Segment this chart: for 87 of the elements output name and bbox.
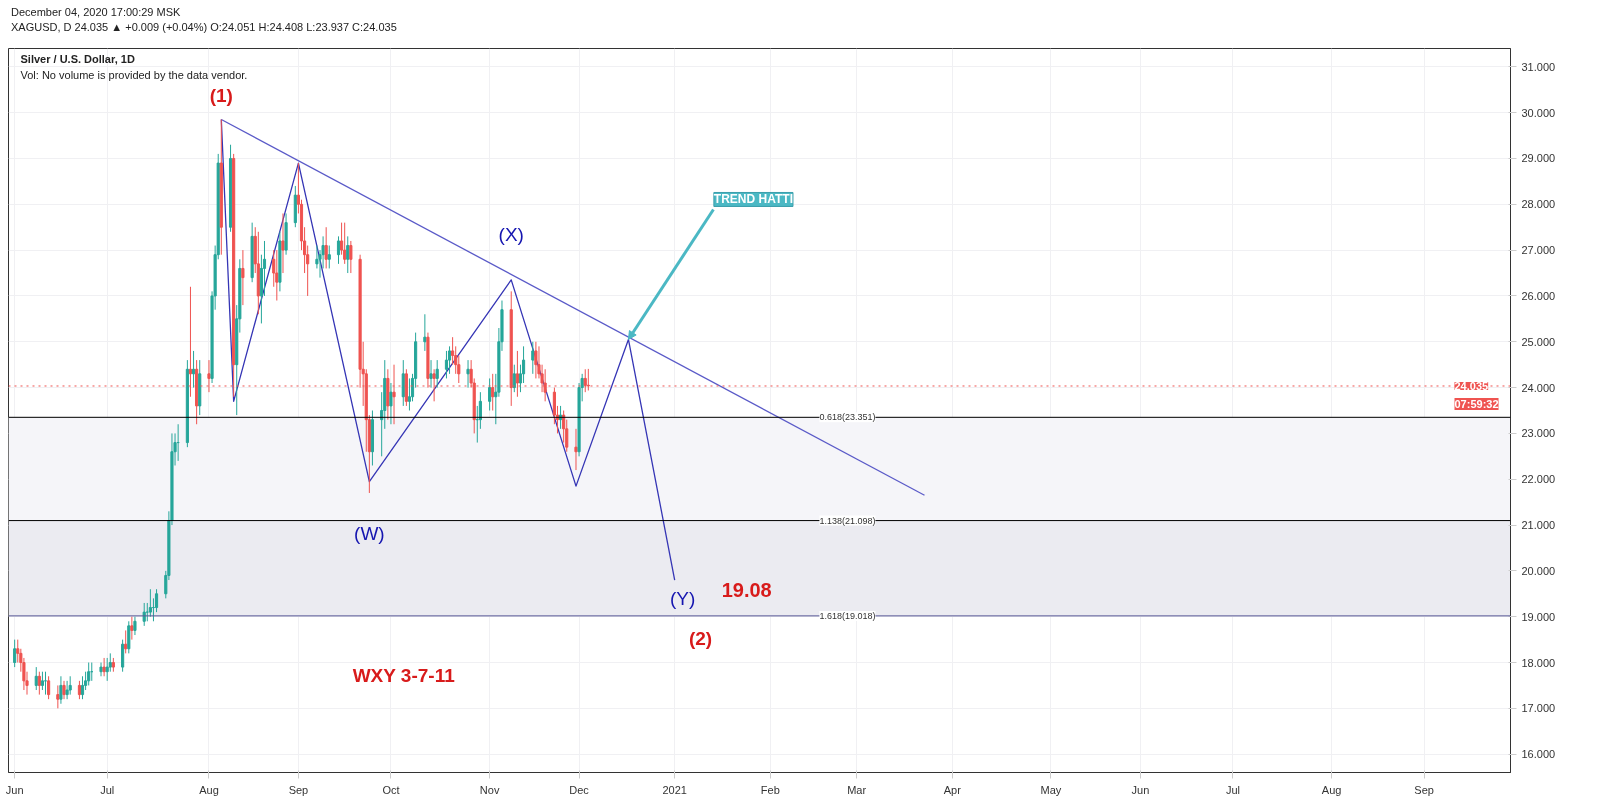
text: Vol: No volume is provided by the data vendor. <box>20 68 248 81</box>
annotation: (2) <box>688 628 713 649</box>
x-tick-label: Mar <box>847 783 867 796</box>
candlestick <box>444 350 449 379</box>
y-tick-label: 24.000 <box>1521 381 1556 394</box>
ref-line-label: 1.618(19.018) <box>819 610 876 621</box>
y-tick-label: 29.000 <box>1521 152 1556 165</box>
ref-line-label: 1.138(21.098) <box>819 515 876 526</box>
candlestick <box>336 235 341 265</box>
annotation: (1) <box>209 85 233 107</box>
x-tick-label: Oct <box>382 783 400 796</box>
candlestick <box>148 588 152 618</box>
candlestick <box>349 240 353 274</box>
annotation: (X) <box>498 224 524 246</box>
candlestick <box>34 666 38 691</box>
x-tick-label: Dec <box>569 783 590 796</box>
x-tick-label: Jul <box>100 783 115 796</box>
text: XAGUSD, D 24.035 ▲ +0.009 (+0.04%) O:24.051 H:24.408 L:23.937 C:24.035 <box>11 21 397 33</box>
candlestick <box>435 359 439 389</box>
annotation: WXY 3-7-11 <box>352 665 456 686</box>
x-tick-label: Nov <box>479 783 500 796</box>
y-tick-label: 19.000 <box>1521 610 1556 623</box>
x-tick-label: Sep <box>1414 783 1434 796</box>
candlestick <box>59 675 63 705</box>
candlestick <box>65 680 69 700</box>
annotation: (Y) <box>670 587 696 609</box>
x-tick-label: Jun <box>1131 783 1150 796</box>
x-tick-label: Aug <box>199 783 219 796</box>
y-tick-label: 27.000 <box>1521 244 1556 257</box>
candlestick <box>43 671 48 696</box>
candlestick <box>275 249 279 302</box>
x-tick-label: Aug <box>1321 783 1342 796</box>
y-tick-label: 31.000 <box>1521 60 1556 73</box>
candlestick <box>121 639 125 673</box>
y-tick-label: 26.000 <box>1521 289 1556 302</box>
text: December 04, 2020 17:00:29 MSK <box>11 6 181 18</box>
annotation: TREND HATTI <box>713 192 793 207</box>
candlestick <box>241 249 245 306</box>
candlestick <box>488 377 492 411</box>
y-tick-label: 20.000 <box>1521 564 1556 577</box>
x-tick-label: Feb <box>760 783 780 796</box>
x-tick-label: Jun <box>5 783 24 796</box>
annotation: (W) <box>354 523 385 545</box>
y-tick-label: 17.000 <box>1521 702 1556 715</box>
candlestick <box>324 226 328 269</box>
candlestick <box>77 680 82 700</box>
candlestick <box>68 675 72 696</box>
y-tick-label: 22.000 <box>1521 473 1556 486</box>
candlestick <box>80 675 85 700</box>
candlestick <box>87 662 91 686</box>
candlestick <box>62 680 66 700</box>
candlestick <box>133 616 137 636</box>
candlestick <box>145 602 149 622</box>
candlestick <box>534 341 538 379</box>
x-tick-label: 2021 <box>662 783 687 796</box>
candlestick <box>127 620 131 654</box>
annotation: 19.08 <box>721 579 772 602</box>
candlestick <box>531 341 535 375</box>
candlestick <box>142 602 146 627</box>
y-tick-label: 28.000 <box>1521 198 1556 211</box>
y-tick-label: 23.000 <box>1521 427 1556 440</box>
x-tick-label: Sep <box>288 783 309 796</box>
candlestick <box>447 345 452 375</box>
y-tick-label: 18.000 <box>1521 656 1556 669</box>
ref-line-label: 0.618(23.351) <box>819 412 876 423</box>
candlestick <box>47 675 51 700</box>
y-tick-label: 30.000 <box>1521 106 1556 119</box>
candlestick <box>407 377 412 411</box>
x-tick-label: Jul <box>1225 783 1240 796</box>
candlestick <box>105 657 109 682</box>
candlestick <box>40 671 45 691</box>
y-tick-label: 21.000 <box>1521 519 1556 532</box>
chart-title: Silver / U.S. Dollar, 1D <box>20 52 135 65</box>
x-tick-label: May <box>1040 783 1062 796</box>
candlestick <box>389 382 393 425</box>
candlestick <box>429 359 433 389</box>
candlestick <box>327 245 331 269</box>
candlestick <box>102 657 106 677</box>
x-tick-label: Apr <box>943 783 962 796</box>
y-tick-label: 16.000 <box>1521 748 1556 761</box>
candlestick <box>343 222 347 265</box>
y-tick-label: 25.000 <box>1521 335 1556 348</box>
candlestick <box>13 639 17 668</box>
ref-line-label: 24.035 07:59:32 <box>1454 379 1499 410</box>
candlestick <box>56 684 60 709</box>
candlestick <box>37 671 41 696</box>
candlestick <box>99 662 103 677</box>
